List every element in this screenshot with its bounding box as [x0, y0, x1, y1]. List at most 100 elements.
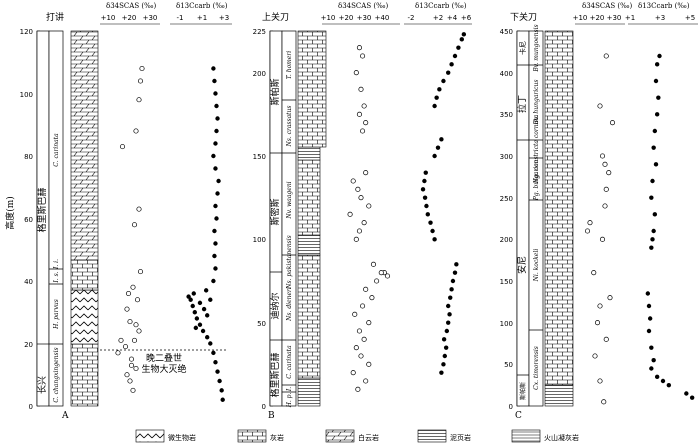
carbon-isotope-point — [428, 220, 433, 225]
sulfur-isotope-point — [133, 322, 139, 328]
sulfur-isotope-point — [360, 128, 366, 134]
sulfur-isotope-point — [358, 353, 364, 359]
lithology-limestone — [70, 343, 99, 407]
legend-swatch-shale — [417, 429, 447, 443]
sulfur-isotope-point — [594, 320, 601, 326]
carbon-isotope-point — [654, 374, 660, 380]
stage-label: 斯帕斯 — [519, 382, 527, 400]
sulfur-isotope-point — [119, 144, 126, 150]
x-tick: +1 — [625, 14, 635, 22]
carbon-isotope-point — [424, 203, 429, 209]
carbon-isotope-point — [652, 212, 658, 217]
ytick: 150 — [500, 278, 513, 286]
x-tick: +40 — [375, 14, 390, 22]
carbon-isotope-point — [442, 353, 447, 359]
panel-a-site: 打讲 — [46, 11, 64, 23]
carbon-isotope-point — [650, 237, 655, 242]
sulfur-isotope-point — [603, 336, 609, 342]
x-tick: +10 — [573, 14, 588, 22]
carbon-isotope-point — [420, 187, 426, 192]
panel-c-letter: C — [515, 411, 522, 421]
zone-label: I. i. — [53, 259, 60, 270]
sulfur-isotope-point — [356, 228, 362, 234]
lithology-limestone — [70, 259, 99, 291]
ytick: 450 — [500, 28, 513, 36]
ytick: 60 — [24, 216, 33, 224]
x-tick: +1 — [197, 14, 207, 22]
ytick: 120 — [20, 28, 33, 36]
carbon-isotope-point — [211, 153, 216, 159]
x-tick: +2 — [433, 14, 443, 22]
sulfur-isotope-point — [602, 161, 608, 167]
sulfur-isotope-point — [597, 303, 603, 309]
carbon-isotope-point — [215, 369, 220, 374]
sulfur-isotope-point — [137, 78, 144, 84]
sulfur-isotope-point — [136, 206, 142, 212]
carbon-isotope-point — [449, 287, 454, 292]
carbon-isotope-point — [459, 37, 464, 42]
carbon-isotope-point — [211, 278, 216, 284]
sulfur-isotope-point — [128, 362, 135, 368]
carbon-isotope-point — [194, 316, 200, 321]
x-tick: +20 — [122, 14, 137, 22]
lithology-shale — [297, 146, 321, 161]
sulfur-isotope-point — [587, 220, 593, 226]
stage-label: 格里斯巴赫 — [269, 352, 281, 397]
zone-label: Nv. waageni — [286, 181, 293, 219]
carbon-isotope-point — [205, 335, 210, 340]
carbon-isotope-point — [649, 245, 654, 250]
x-tick: +20 — [339, 14, 354, 22]
x-tick: +3 — [655, 14, 665, 22]
ytick: 50 — [257, 320, 266, 328]
sulfur-isotope-point — [139, 65, 145, 72]
sulfur-isotope-point — [137, 269, 144, 275]
carbon-isotope-point — [456, 45, 461, 50]
sulfur-isotope-point — [361, 103, 367, 109]
carbon-isotope-point — [212, 78, 217, 84]
panel-c-zone-column — [528, 30, 544, 407]
panel-c-data-points — [584, 53, 695, 405]
x-tick: +5 — [685, 14, 695, 22]
carbon-isotope-point — [214, 103, 219, 109]
carbon-isotope-point — [649, 195, 654, 200]
sulfur-isotope-point — [597, 103, 603, 109]
legend-swatch-limestone — [237, 429, 267, 443]
carbon-isotope-point — [434, 95, 439, 100]
zone-label: Ni. kockeli — [533, 249, 540, 283]
ytick: 100 — [20, 91, 33, 99]
carbon-isotope-point — [653, 78, 659, 84]
carbon-isotope-point — [422, 178, 427, 184]
sulfur-isotope-point — [131, 337, 138, 343]
panel-b-data-points — [347, 32, 467, 392]
sulfur-isotope-point — [363, 286, 369, 292]
carbon-isotope-point — [432, 237, 437, 242]
sulfur-isotope-point — [370, 261, 377, 267]
carbon-isotope-point — [461, 32, 467, 37]
sulfur-isotope-point — [606, 170, 612, 176]
carbon-isotope-point — [654, 62, 660, 67]
legend-label: 微生物岩 — [168, 433, 196, 442]
carbon-isotope-point — [443, 345, 449, 350]
panel-c: 下关刀 0 50 100 150 200 250 300 350 400 450… — [500, 2, 698, 421]
ytick: 50 — [504, 361, 513, 369]
sulfur-isotope-point — [124, 372, 130, 378]
carbon-isotope-point — [203, 288, 209, 293]
lithology-shale — [297, 234, 321, 256]
carbon-isotope-point — [647, 316, 653, 321]
carbon-isotope-point — [212, 228, 217, 234]
x-tick: -1 — [177, 14, 184, 22]
ytick: 250 — [500, 195, 513, 203]
sulfur-isotope-point — [363, 378, 369, 384]
sulfur-isotope-point — [131, 222, 138, 228]
sulfur-isotope-point — [355, 386, 361, 392]
sulfur-isotope-point — [603, 186, 609, 192]
lithology-shale — [297, 377, 321, 407]
sulfur-isotope-point — [369, 295, 375, 301]
sulfur-isotope-point — [136, 97, 142, 103]
panel-a-c-ticks: -1 +1 +3 — [177, 14, 230, 22]
sulfur-isotope-point — [353, 236, 359, 242]
ytick: 150 — [253, 153, 266, 161]
x-tick: +4 — [447, 14, 458, 22]
lithology-limestone — [297, 30, 327, 148]
carbon-isotope-point — [650, 178, 655, 184]
